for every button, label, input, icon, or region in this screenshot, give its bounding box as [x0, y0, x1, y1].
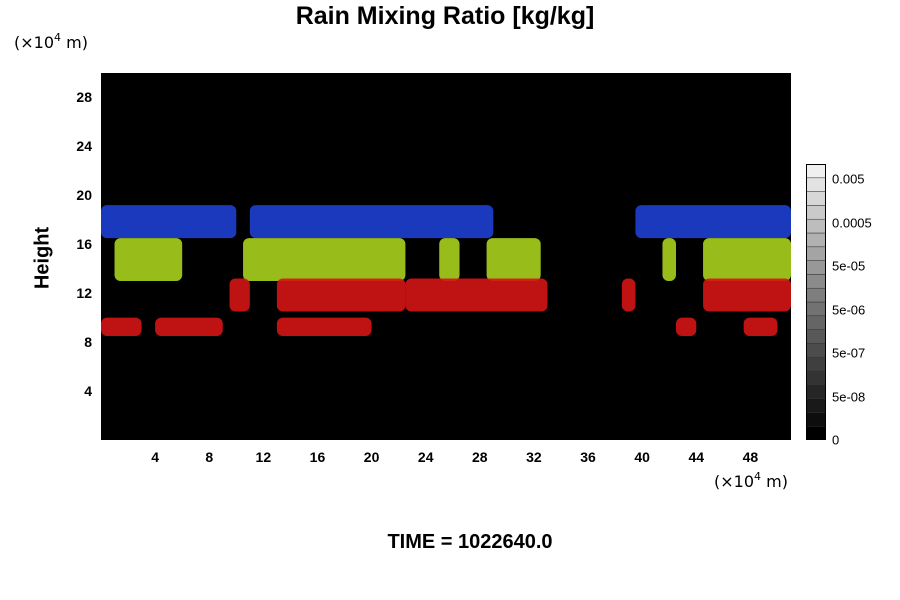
- colorbar-level: [806, 287, 826, 303]
- x-tick-label: 4: [151, 449, 160, 465]
- colorbar-level: [806, 260, 826, 275]
- y-tick-label: 20: [76, 187, 92, 204]
- x-tick-label: 32: [526, 449, 542, 465]
- y-tick-label: 28: [76, 89, 92, 106]
- colorbar-level: [806, 412, 826, 427]
- colorbar-label: 0: [832, 432, 840, 448]
- time-label: TIME = 1022640.0: [387, 531, 553, 553]
- heatmap-cell-3-4: [743, 317, 778, 337]
- heatmap-cell-2-4: [703, 278, 791, 312]
- x-axis-unit: (×104 m): [714, 470, 788, 491]
- x-tick-label: 24: [417, 449, 434, 465]
- heatmap-cell-1-2: [439, 238, 460, 281]
- colorbar-label: 5e-06: [832, 302, 866, 317]
- colorbar-level: [806, 343, 826, 358]
- colorbar-level: [806, 301, 826, 317]
- colorbar-level: [806, 329, 826, 344]
- heatmap-cell-3-2: [276, 317, 372, 337]
- heatmap-cell-2-2: [405, 278, 548, 312]
- heatmap-cell-3-3: [676, 317, 697, 337]
- colorbar-level: [806, 315, 826, 330]
- colorbar-level: [806, 177, 826, 192]
- y-tick-label: 16: [76, 236, 92, 253]
- x-tick-label: 20: [363, 449, 380, 465]
- x-tick-label: 40: [634, 449, 650, 465]
- heatmap-cell-1-4: [662, 238, 676, 281]
- heatmap-cell-1-1: [243, 238, 406, 281]
- heatmap-cell-0-1: [249, 205, 494, 239]
- colorbar-level: [806, 398, 826, 413]
- x-tick-label: 36: [580, 449, 596, 465]
- colorbar-level: [806, 232, 826, 248]
- y-tick-label: 12: [76, 285, 92, 302]
- heatmap-cell-0-0: [101, 205, 237, 239]
- heatmap-cell-0-2: [635, 205, 791, 239]
- heatmap-cell-2-1: [276, 278, 406, 312]
- y-tick-label: 8: [84, 334, 92, 351]
- colorbar-label: 5e-05: [832, 258, 866, 274]
- colorbar: [806, 164, 826, 440]
- y-axis-label: Height: [31, 226, 54, 290]
- heatmap-cell-3-1: [155, 317, 223, 337]
- colorbar-label: 5e-07: [832, 345, 866, 361]
- colorbar-label: 5e-08: [832, 389, 866, 404]
- x-tick-label: 12: [255, 449, 272, 465]
- colorbar-label: 0.005: [832, 171, 865, 187]
- colorbar-label: 0.0005: [832, 215, 872, 230]
- colorbar-level: [806, 425, 826, 440]
- chart-title: Rain Mixing Ratio [kg/kg]: [295, 2, 595, 30]
- colorbar-level: [806, 191, 826, 206]
- colorbar-level: [806, 356, 826, 372]
- colorbar-frame: [806, 164, 826, 440]
- x-tick-label: 8: [205, 449, 214, 465]
- x-tick-label: 48: [742, 449, 759, 465]
- x-tick-label: 44: [688, 449, 705, 465]
- heatmap-plot-area: [101, 73, 791, 440]
- colorbar-level: [806, 205, 826, 220]
- x-tick-label: 16: [309, 449, 326, 465]
- colorbar-level: [806, 370, 826, 386]
- y-tick-label: 24: [76, 138, 92, 155]
- heatmap-cell-2-3: [621, 278, 636, 312]
- y-axis-unit: (×104 m): [14, 31, 88, 52]
- heatmap-cell-2-0: [229, 278, 250, 312]
- colorbar-level: [806, 274, 826, 289]
- y-tick-label: 4: [84, 383, 92, 400]
- heatmap-cell-1-0: [114, 238, 183, 281]
- heatmap-cell-1-5: [703, 238, 791, 281]
- x-tick-label: 28: [472, 449, 488, 465]
- heatmap-cell-3-0: [101, 317, 142, 337]
- colorbar-level: [806, 218, 826, 234]
- colorbar-level: [806, 164, 826, 179]
- colorbar-level: [806, 384, 826, 399]
- colorbar-level: [806, 246, 826, 261]
- heatmap-cell-1-3: [486, 238, 541, 281]
